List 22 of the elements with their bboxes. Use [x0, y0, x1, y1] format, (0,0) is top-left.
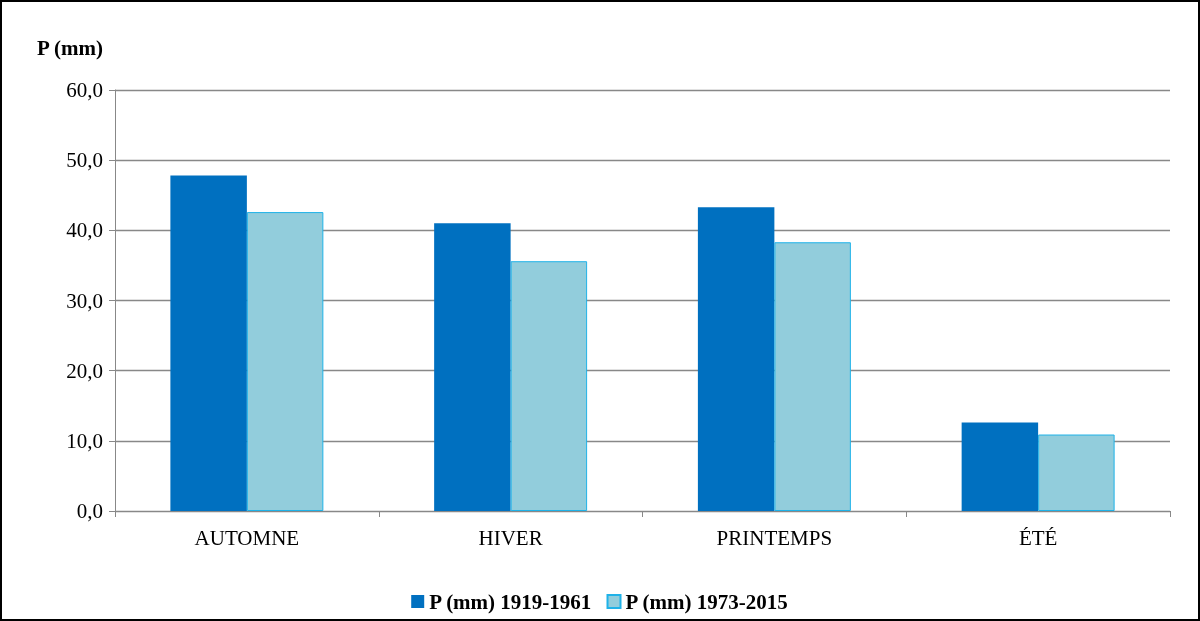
x-tick-label: ÉTÉ [1018, 525, 1058, 550]
y-tick-label: 30,0 [66, 288, 103, 313]
legend-label: P (mm) 1973-2015 [625, 589, 788, 614]
y-tick-label: 10,0 [66, 428, 103, 453]
bar [246, 212, 324, 511]
bar [170, 175, 247, 511]
y-tick-label: 50,0 [66, 148, 103, 173]
legend-label: P (mm) 1919-1961 [429, 589, 592, 614]
bar [961, 422, 1039, 511]
y-tick-label: 0,0 [76, 499, 103, 523]
x-tick-label: PRINTEMPS [716, 525, 833, 550]
y-tick-label: 20,0 [66, 358, 103, 383]
bar [697, 207, 775, 511]
y-axis-title: P (mm) [37, 35, 103, 60]
y-tick-label: 60,0 [66, 78, 103, 102]
bar [510, 261, 588, 511]
bar [1038, 434, 1115, 511]
x-tick-label: AUTOMNE [194, 525, 300, 550]
bar [434, 223, 511, 511]
y-tick-label: 40,0 [66, 218, 103, 243]
bar [774, 242, 851, 511]
x-tick-label: HIVER [478, 525, 543, 550]
